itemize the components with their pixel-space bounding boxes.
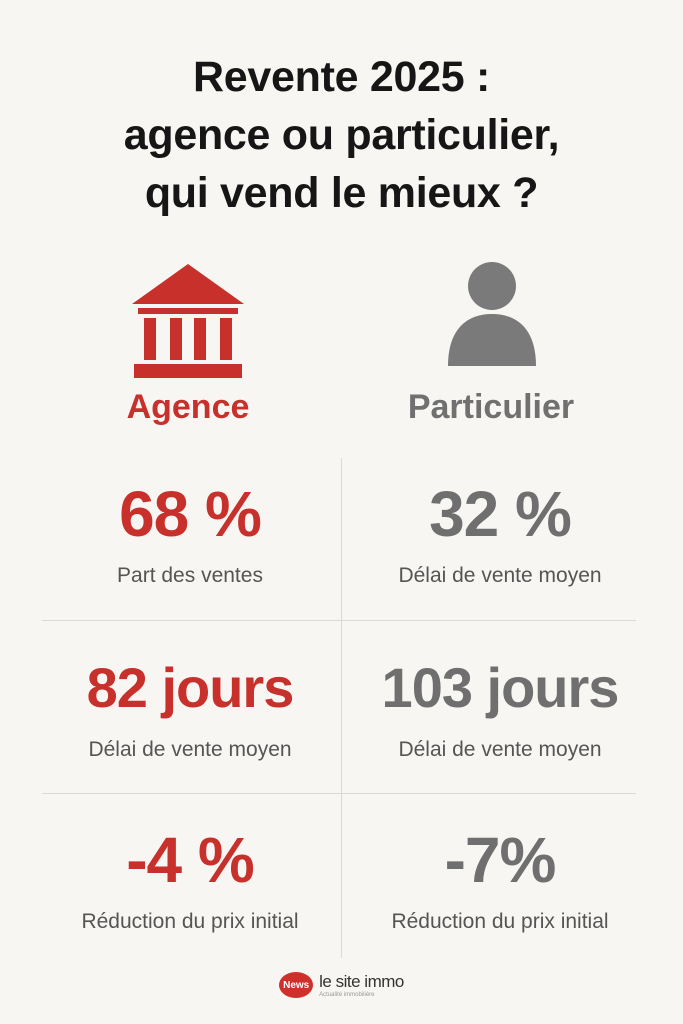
- stat-value: 32 %: [429, 478, 572, 550]
- individual-sale-delay: 103 jours Délai de vente moyen: [350, 650, 650, 764]
- stat-value: 103 jours: [381, 656, 620, 719]
- stat-caption: Délai de vente moyen: [88, 738, 292, 761]
- agency-sale-delay: 82 jours Délai de vente moyen: [40, 650, 340, 764]
- individual-market-share: 32 % Délai de vente moyen: [350, 476, 650, 590]
- stat-caption: Délai de vente moyen: [398, 738, 602, 761]
- stat-value: -7%: [444, 824, 557, 896]
- stat-value: 82 jours: [86, 656, 295, 719]
- row-divider: [42, 793, 636, 794]
- stat-caption: Réduction du prix initial: [81, 910, 299, 933]
- news-badge: News: [279, 972, 314, 998]
- individual-price-reduction: -7% Réduction du prix initial: [350, 822, 650, 936]
- person-icon: [444, 262, 540, 366]
- stat-value: -4 %: [126, 824, 255, 896]
- title-line-1: Revente 2025 :: [193, 53, 490, 101]
- footer-logo: News le site immo Actualité immobilière: [0, 972, 683, 998]
- agency-market-share: 68 % Part des ventes: [40, 476, 340, 590]
- brand: le site immo Actualité immobilière: [319, 973, 404, 998]
- row-divider: [42, 620, 636, 621]
- title-line-3: qui vend le mieux ?: [144, 169, 539, 217]
- stat-caption: Délai de vente moyen: [398, 564, 602, 587]
- brand-tagline: Actualité immobilière: [319, 991, 375, 998]
- stat-value: 68 %: [119, 478, 262, 550]
- stat-caption: Réduction du prix initial: [391, 910, 609, 933]
- page-title: Revente 2025 : agence ou particulier, qu…: [0, 48, 683, 222]
- column-divider: [341, 458, 342, 958]
- stat-caption: Part des ventes: [117, 564, 263, 587]
- brand-name: le site immo: [319, 971, 404, 991]
- individual-column-heading: Particulier: [407, 388, 575, 426]
- agency-column-heading: Agence: [126, 388, 250, 426]
- agency-price-reduction: -4 % Réduction du prix initial: [40, 822, 340, 936]
- title-line-2: agence ou particulier,: [123, 111, 560, 159]
- bank-building-icon: [128, 262, 248, 380]
